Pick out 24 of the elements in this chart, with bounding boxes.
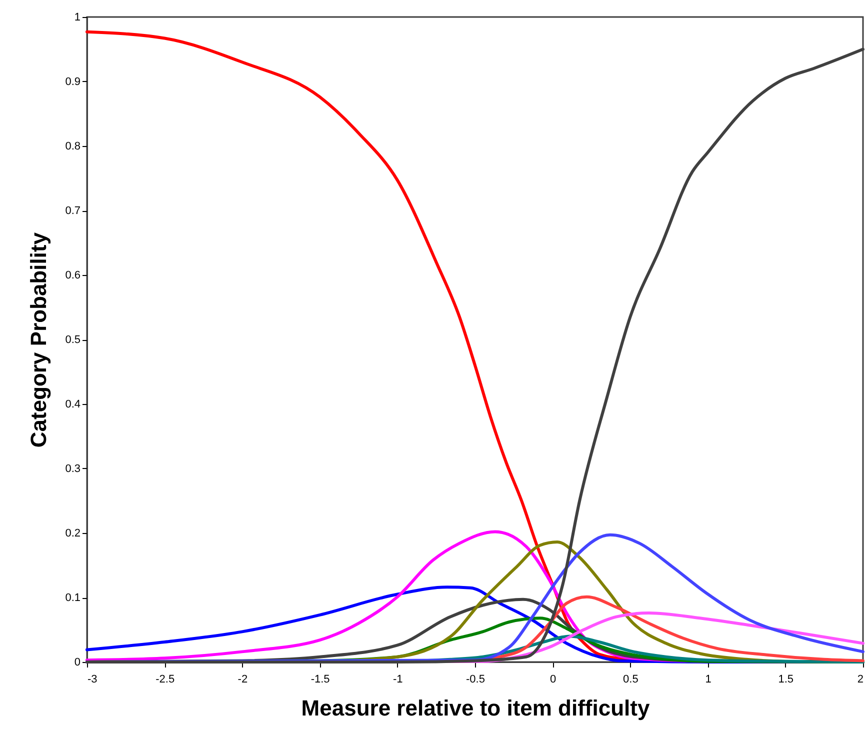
- y-tick-label: 1: [74, 12, 80, 24]
- y-tick-label: 0.4: [65, 398, 80, 410]
- x-tick-label: 0: [550, 674, 556, 686]
- x-tick-label: 2: [857, 674, 864, 686]
- y-tick-label: 0.6: [65, 270, 80, 282]
- y-tick-label: 0.2: [65, 528, 80, 540]
- y-tick-label: 0: [74, 656, 80, 668]
- x-tick-label: -2: [238, 674, 248, 686]
- x-tick-label: -1.5: [310, 674, 330, 686]
- y-tick-label: 0.3: [65, 463, 80, 475]
- y-tick-label: 0.5: [65, 334, 80, 346]
- x-axis-title: Measure relative to item difficulty: [301, 696, 650, 720]
- y-tick-label: 0.1: [65, 592, 80, 604]
- y-axis-title: Category Probability: [26, 232, 52, 448]
- x-tick-label: 1: [705, 674, 712, 686]
- y-tick-label: 0.9: [65, 76, 80, 88]
- x-tick-label: 1.5: [778, 674, 794, 686]
- x-tick-label: -2.5: [156, 674, 175, 686]
- x-tick-label: -1: [393, 674, 403, 686]
- x-tick-label: -3: [88, 674, 98, 686]
- y-tick-label: 0.7: [65, 205, 80, 217]
- y-tick-label: 0.8: [65, 140, 80, 152]
- x-tick-label: -0.5: [466, 674, 485, 686]
- x-tick-label: 0.5: [623, 674, 638, 686]
